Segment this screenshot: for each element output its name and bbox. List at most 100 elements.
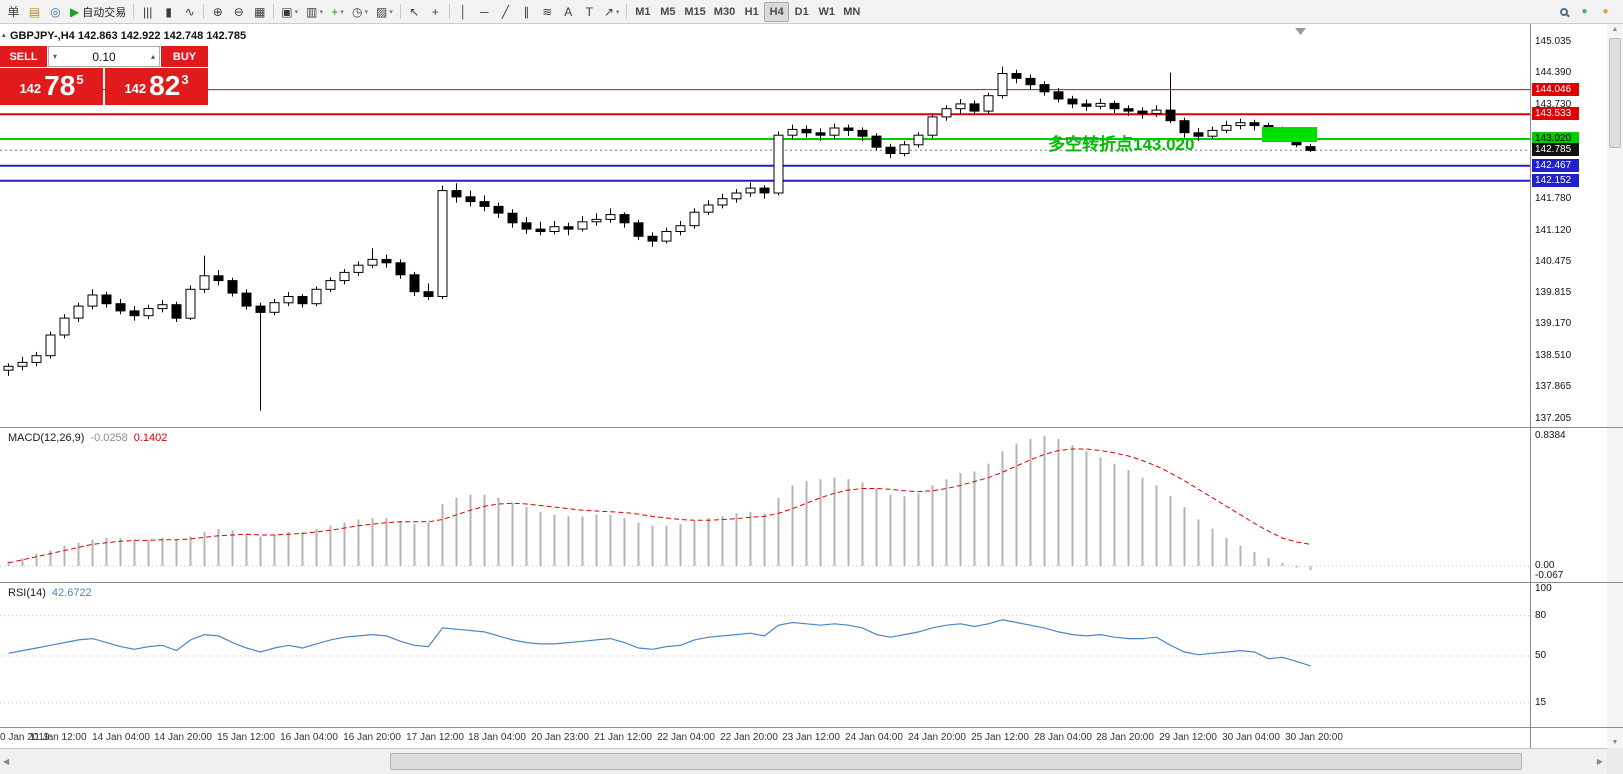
label-button[interactable]: T — [579, 2, 600, 22]
time-axis-label: 28 Jan 04:00 — [1034, 732, 1092, 743]
chart-line-icon: ∿ — [184, 4, 195, 19]
volume-down-icon[interactable]: ▾ — [53, 52, 58, 61]
price-axis-label: 140.475 — [1535, 256, 1572, 267]
search-icon — [1559, 7, 1568, 16]
sell-button[interactable]: SELL — [0, 46, 47, 67]
autotrading-button[interactable]: ▶ 自动交易 — [66, 2, 130, 22]
timeframe-m5-button[interactable]: M5 — [660, 5, 676, 18]
time-axis-label: 21 Jan 12:00 — [594, 732, 652, 743]
rsi-panel-canvas[interactable] — [0, 583, 1530, 727]
fibonacci-button[interactable]: ≋ — [537, 2, 558, 22]
timeframe-m30-button[interactable]: M30 — [713, 5, 736, 18]
buy-price-button[interactable]: 142 82 3 — [105, 68, 208, 105]
timeframe-d1-button[interactable]: D1 — [794, 5, 809, 18]
macd-axis-label: 0.8384 — [1535, 430, 1566, 441]
templates-button[interactable]: ▨ ▾ — [372, 2, 397, 22]
rsi-name: RSI(14) — [8, 587, 46, 599]
chart-bars-button[interactable]: ||| — [137, 2, 158, 22]
timeframe-w1-button[interactable]: W1 — [818, 5, 835, 18]
vertical-scrollbar-thumb[interactable] — [1609, 38, 1621, 148]
timeframe-h1-button[interactable]: H1 — [744, 5, 759, 18]
volume-up-icon[interactable]: ▴ — [150, 52, 155, 61]
fibonacci-icon: ≋ — [542, 4, 553, 19]
time-axis[interactable]: 0 Jan 2019 11 Jan 12:00 14 Jan 04:00 14 Jan… — [0, 728, 1530, 748]
time-axis-label: 28 Jan 20:00 — [1096, 732, 1154, 743]
cursor-button[interactable]: ↖ — [404, 2, 425, 22]
arrows-button[interactable]: ↗ ▾ — [600, 2, 624, 22]
scroll-right-icon[interactable]: ▶ — [1596, 757, 1603, 766]
chart-candles-button[interactable]: ▮ — [158, 2, 179, 22]
price-level-tag: 143.020 — [1532, 132, 1579, 145]
scroll-down-icon[interactable]: ▼ — [1611, 739, 1619, 746]
panel-collapse-caret-icon[interactable]: ▴ — [2, 32, 6, 39]
panel-divider[interactable] — [0, 427, 1623, 428]
timeframe-group: M1 M5 M15 M30 H1 H4 D1 W1 MN — [630, 0, 864, 23]
panel-divider[interactable] — [0, 582, 1623, 583]
zoom-out-button[interactable]: ⊖ — [228, 2, 249, 22]
community-icon[interactable]: ● — [1581, 6, 1588, 17]
new-chart-button[interactable]: ▣ ▾ — [277, 2, 302, 22]
volume-input[interactable]: ▾ 0.10 ▴ — [48, 46, 160, 67]
timeframe-m1-button[interactable]: M1 — [635, 5, 651, 18]
volume-value[interactable]: 0.10 — [92, 49, 116, 64]
price-level-tag: 143.533 — [1532, 107, 1579, 120]
price-axis-label: 137.205 — [1535, 413, 1572, 424]
price-chart-canvas[interactable] — [0, 24, 1530, 427]
autotrading-button-label: 自动交易 — [82, 6, 127, 19]
macd-main-value: -0.0258 — [90, 432, 128, 444]
navigator-button[interactable]: ◎ — [45, 2, 66, 22]
new-order-button[interactable]: 单 — [3, 2, 24, 22]
price-level-tag: 144.046 — [1532, 83, 1579, 96]
crosshair-button[interactable]: + — [425, 2, 446, 22]
zoom-in-icon: ⊕ — [212, 4, 223, 19]
time-axis-label: 22 Jan 04:00 — [657, 732, 715, 743]
equidistant-channel-icon: ∥ — [523, 4, 530, 19]
buy-price-big: 82 — [149, 70, 181, 101]
dropdown-arrow-icon: ▾ — [319, 8, 323, 16]
zoom-in-button[interactable]: ⊕ — [207, 2, 228, 22]
timeframe-m15-button[interactable]: M15 — [684, 5, 706, 18]
scrollbar-corner — [1607, 748, 1623, 774]
buy-button[interactable]: BUY — [161, 46, 208, 67]
search-button[interactable] — [1553, 2, 1574, 22]
sell-price-button[interactable]: 142 78 5 — [0, 68, 103, 105]
timeframe-mn-button[interactable]: MN — [843, 5, 861, 18]
time-axis-label: 14 Jan 20:00 — [154, 732, 212, 743]
vertical-line-button[interactable]: │ — [453, 2, 474, 22]
text-icon: A — [564, 4, 573, 19]
zoom-out-icon: ⊖ — [233, 4, 244, 19]
tile-windows-button[interactable]: ▦ — [249, 2, 270, 22]
indicators-button[interactable]: + ▾ — [327, 2, 348, 22]
profiles-button[interactable]: ▥ ▾ — [302, 2, 327, 22]
macd-panel-canvas[interactable] — [0, 428, 1530, 582]
alerts-icon[interactable]: ● — [1602, 6, 1609, 17]
periods-button[interactable]: ◷ ▾ — [348, 2, 372, 22]
toolbar-separator — [399, 4, 401, 19]
price-axis[interactable]: 145.035 144.390 143.730 141.780 141.120 140.4… — [1530, 24, 1607, 748]
horizontal-scrollbar-thumb[interactable] — [390, 753, 1522, 770]
chart-line-button[interactable]: ∿ — [179, 2, 200, 22]
toolbar-separator — [203, 4, 205, 19]
macd-signal-line — [8, 448, 1311, 564]
vertical-scrollbar[interactable]: ▲ ▼ — [1607, 24, 1623, 748]
rsi-axis-label: 50 — [1535, 650, 1547, 661]
text-button[interactable]: A — [558, 2, 579, 22]
scroll-left-icon[interactable]: ◀ — [3, 757, 10, 766]
trendline-button[interactable]: ╱ — [495, 2, 516, 22]
sell-price-base: 142 — [19, 81, 42, 96]
equidistant-channel-button[interactable]: ∥ — [516, 2, 537, 22]
templates-icon: ▨ — [375, 4, 388, 19]
price-axis-label: 138.510 — [1535, 350, 1572, 361]
time-axis-label: 29 Jan 12:00 — [1159, 732, 1217, 743]
price-level-tag: 142.785 — [1532, 143, 1579, 156]
macd-axis-label: 0.00 — [1535, 560, 1555, 571]
dropdown-arrow-icon: ▾ — [364, 8, 368, 16]
scroll-up-icon[interactable]: ▲ — [1611, 26, 1619, 33]
horizontal-line-button[interactable]: ─ — [474, 2, 495, 22]
horizontal-scrollbar[interactable]: ◀ ▶ — [0, 748, 1623, 774]
time-axis-label: 17 Jan 12:00 — [406, 732, 464, 743]
timeframe-h4-button[interactable]: H4 — [764, 1, 790, 22]
time-axis-label: 30 Jan 20:00 — [1285, 732, 1343, 743]
charts-button[interactable]: ▤ — [24, 2, 45, 22]
